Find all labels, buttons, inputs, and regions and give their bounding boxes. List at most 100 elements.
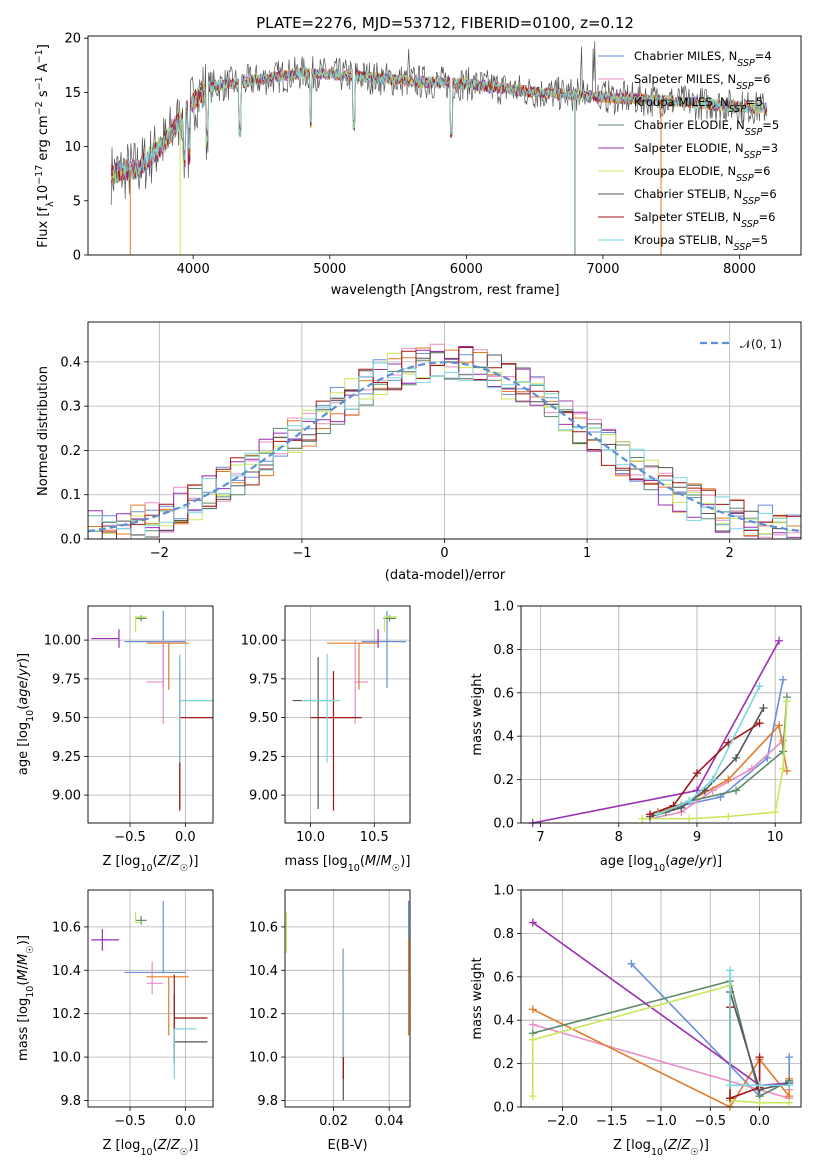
mass-vs-Z-panel-plot (91, 900, 208, 1079)
weight-series (653, 682, 764, 819)
y-tick-label: 0.2 (493, 773, 514, 788)
y-tick-label: 0.8 (493, 927, 514, 942)
weight-vs-age-panel-ylabel: mass weight (470, 673, 485, 755)
y-tick-label: 10.0 (52, 1051, 81, 1066)
y-tick-label: 9.75 (249, 672, 278, 687)
y-tick-label: 0.8 (493, 643, 514, 658)
plus-marker (759, 703, 768, 712)
x-tick-label: 7000 (586, 262, 619, 277)
weight-series (653, 721, 791, 817)
errorbar-point (135, 615, 147, 622)
x-tick-label: 5000 (313, 262, 346, 277)
mass-vs-Z-panel-frame (87, 889, 214, 1108)
plus-marker (528, 1035, 537, 1044)
x-tick-label: 7 (536, 830, 544, 845)
plus-marker (646, 810, 655, 819)
mass-vs-Z-panel-xlabel: Z [log10(Z/Z☉)] (103, 1138, 199, 1158)
y-tick-label: 0.6 (493, 686, 514, 701)
x-tick-label: 8 (615, 830, 623, 845)
legend-entry: Salpeter MILES, NSSP=6 (634, 72, 771, 92)
plus-marker (685, 814, 694, 823)
plus-marker (785, 1098, 794, 1107)
weight-vs-Z-panel-ylabel: mass weight (470, 957, 485, 1039)
plus-marker (732, 786, 741, 795)
plus-marker (779, 675, 788, 684)
weight-vs-age-panel-xlabel: age [log10(age/yr)] (600, 854, 722, 874)
residual-ylabel: Normed distribution (36, 366, 51, 496)
legend-entry: Salpeter STELIB, NSSP=6 (634, 210, 775, 230)
plus-marker (775, 721, 784, 730)
plus-marker (771, 808, 780, 817)
plus-marker (779, 764, 788, 773)
y-tick-label: 0.3 (60, 400, 81, 415)
age-vs-Z-panel: −0.5 0.0 9.00 9.25 9.50 9.75 10.00 Z [log10(Z/Z… (16, 605, 214, 874)
x-tick-label: 10 (767, 830, 784, 845)
y-tick-label: 9.8 (60, 1094, 81, 1109)
weight-vs-Z-panel: −2.0 −1.5 −1.0 −0.5 0.0 0.0 0.2 0.4 0.6 0.8 1.0 Z [… (470, 884, 802, 1158)
residual-panel-frame (87, 321, 802, 540)
weight-vs-Z-panel-frame (520, 889, 802, 1108)
plus-marker (528, 1005, 537, 1014)
y-tick-label: 5 (73, 194, 81, 209)
errorbar-point (91, 629, 120, 648)
mass-vs-Z-panel: −0.5 0.0 9.8 10.0 10.2 10.4 10.6 Z [log10(Z/Z☉)… (16, 889, 214, 1158)
plus-marker (775, 636, 784, 645)
y-tick-label: 0.4 (493, 1014, 514, 1029)
legend-entry: Salpeter ELODIE, NSSP=3 (634, 141, 778, 161)
age-vs-Z-panel-xlabel: Z [log10(Z/Z☉)] (103, 854, 199, 874)
spectrum-line (110, 66, 768, 184)
y-tick-label: 15 (64, 86, 81, 101)
y-tick-label: 0 (73, 249, 81, 264)
errorbar-point (310, 671, 362, 811)
x-tick-label: 2 (726, 546, 734, 561)
x-tick-label: −1.5 (596, 1114, 628, 1129)
y-tick-label: 0.0 (60, 533, 81, 548)
y-tick-label: 10.6 (52, 920, 81, 935)
errorbar-point (134, 911, 142, 924)
mass-vs-EBV-panel-grid (285, 890, 410, 1107)
x-tick-label: 0.0 (175, 1114, 196, 1129)
x-tick-label: 9 (693, 830, 701, 845)
y-tick-label: 0.6 (493, 970, 514, 985)
legend-entry: Chabrier ELODIE, NSSP=5 (634, 118, 779, 138)
weight-vs-age-panel-grid (521, 605, 801, 824)
spectrum-panel-plot (110, 41, 768, 255)
spectrum-xlabel: wavelength [Angstrom, rest frame] (331, 283, 560, 298)
plus-marker (732, 753, 741, 762)
plus-marker (692, 769, 701, 778)
plus-marker (755, 1098, 764, 1107)
weight-vs-age-panel-frame (520, 605, 802, 824)
errorbar-point (383, 615, 396, 622)
plus-marker (627, 959, 636, 968)
plus-marker (747, 764, 756, 773)
age-vs-mass-panel-xlabel: mass [log10(M/M☉)] (285, 854, 411, 874)
mass-vs-EBV-panel-xlabel: E(B-V) (327, 1138, 367, 1153)
y-tick-label: 10.6 (249, 920, 278, 935)
y-tick-label: 1.0 (493, 600, 514, 615)
age-vs-mass-panel-grid (285, 606, 410, 823)
y-tick-label: 9.50 (52, 711, 81, 726)
y-tick-label: 0.4 (493, 730, 514, 745)
x-tick-label: −0.5 (114, 1114, 146, 1129)
spectrum-panel-frame (87, 35, 802, 256)
errorbar-point (179, 657, 213, 810)
mass-vs-Z-panel-ticks: −0.5 0.0 9.8 10.0 10.2 10.4 10.6 (52, 920, 196, 1129)
y-tick-label: 1.0 (493, 884, 514, 899)
residual-histogram (88, 362, 801, 539)
plus-marker (685, 797, 694, 806)
mass-vs-Z-panel-grid (88, 890, 213, 1107)
x-tick-label: −0.5 (114, 830, 146, 845)
weight-vs-age-panel: 7 8 9 10 0.0 0.2 0.4 0.6 0.8 1.0 age [log10(age/yr… (470, 600, 802, 874)
x-tick-label: 10.5 (360, 830, 389, 845)
x-tick-label: −1 (292, 546, 311, 561)
legend-entry: 𝒩(0, 1) (740, 337, 782, 351)
spectrum-legend: Chabrier MILES, NSSP=4 Salpeter MILES, NS… (598, 49, 779, 253)
y-tick-label: 9.8 (257, 1094, 278, 1109)
mass-vs-Z-panel-ylabel: mass [log10(M/M☉)] (16, 935, 36, 1061)
errorbar-point (179, 654, 213, 763)
plus-marker (755, 682, 764, 691)
y-tick-label: 10.4 (249, 964, 278, 979)
y-tick-label: 10.2 (249, 1007, 278, 1022)
errorbar-point (383, 616, 398, 633)
errorbar-point (134, 616, 147, 633)
